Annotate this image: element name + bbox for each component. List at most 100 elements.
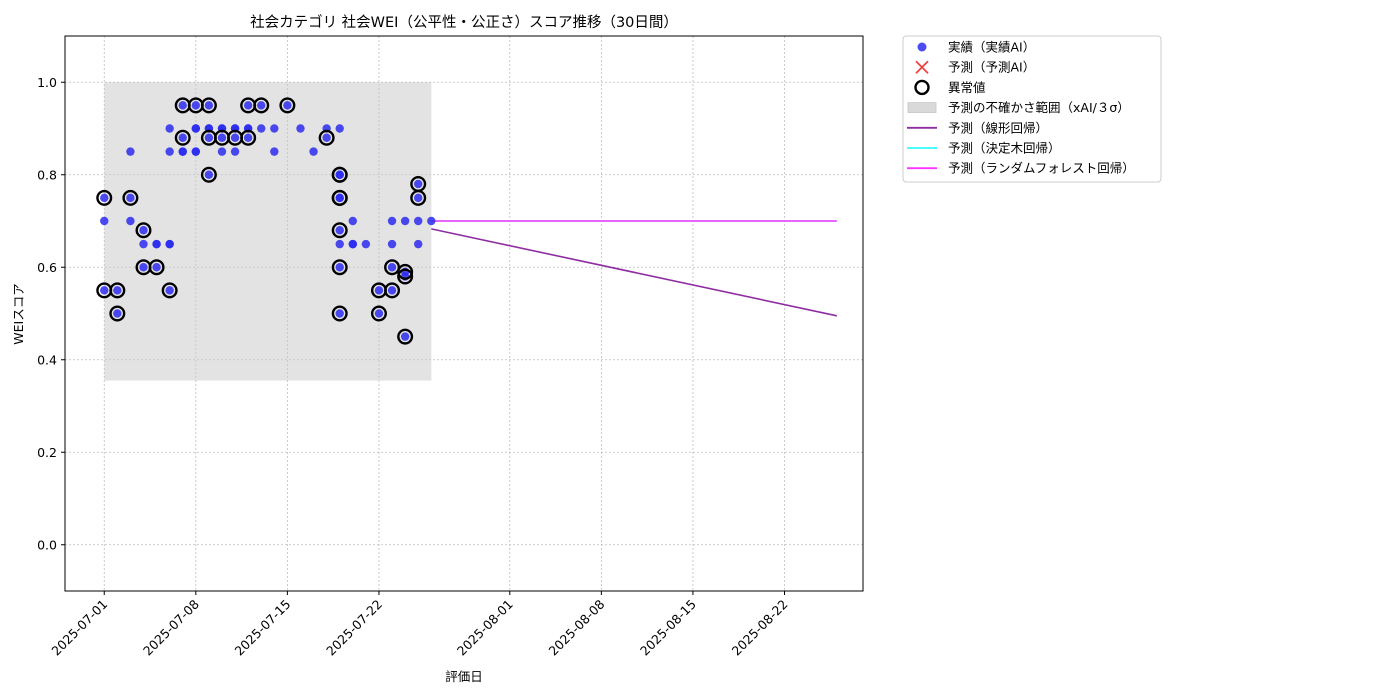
- x-axis-label: 評価日: [445, 669, 483, 684]
- actual-point: [243, 101, 253, 110]
- y-tick-label: 0.8: [37, 167, 57, 182]
- anomaly-ring: [161, 282, 178, 299]
- x-tick-label: 2025-07-01: [48, 597, 110, 659]
- anomaly-ring: [148, 259, 165, 276]
- actual-point: [283, 101, 292, 110]
- anomaly-ring: [200, 166, 217, 183]
- anomaly-ring: [370, 305, 387, 322]
- actual-point: [100, 216, 109, 226]
- anomaly-ring: [331, 166, 348, 183]
- actual-point: [204, 133, 214, 142]
- actual-point: [400, 216, 410, 226]
- y-tick-label: 1.0: [37, 75, 57, 90]
- legend-label: 予測（ランダムフォレスト回帰）: [948, 161, 1135, 176]
- uncertainty-band-layer: [104, 82, 432, 381]
- actual-point: [374, 286, 384, 295]
- anomaly-ring: [279, 97, 296, 114]
- actual-point: [191, 147, 201, 156]
- actual-point: [165, 239, 174, 249]
- anomaly-ring: [318, 129, 335, 146]
- actual-point: [204, 101, 214, 110]
- actual-point: [230, 147, 240, 156]
- actual-point: [217, 147, 227, 156]
- anomaly-ring: [200, 97, 217, 114]
- legend-label: 予測（予測AI）: [948, 60, 1035, 75]
- actual-point: [387, 216, 397, 226]
- actual-point: [152, 263, 161, 272]
- actual-point: [387, 239, 397, 249]
- x-tick-label: 2025-08-15: [637, 597, 699, 659]
- legend-label: 予測（決定木回帰）: [948, 141, 1061, 156]
- plot-frame: [64, 35, 864, 592]
- actual-point: [139, 263, 148, 272]
- anomaly-ring: [109, 282, 126, 299]
- anomaly-ring: [410, 175, 427, 192]
- actual-point: [178, 133, 187, 142]
- uncertainty-band: [104, 82, 432, 381]
- actual-point: [400, 332, 410, 341]
- anomaly-ring: [135, 222, 152, 239]
- anomaly-ring: [331, 189, 348, 206]
- anomaly-ring: [253, 97, 270, 114]
- anomaly-ring: [240, 129, 257, 146]
- actual-point: [113, 286, 122, 295]
- actual-point: [126, 147, 135, 156]
- y-axis-label: WEIスコア: [11, 283, 26, 344]
- x-tick-label: 2025-08-22: [729, 597, 791, 659]
- actual-point: [191, 101, 201, 110]
- actual-point: [414, 239, 423, 249]
- y-tick-label: 0.4: [37, 352, 57, 367]
- legend-label: 異常値: [948, 80, 986, 95]
- actual-point: [335, 170, 344, 179]
- x-tick-label: 2025-07-22: [323, 597, 385, 659]
- actual-point: [427, 216, 436, 226]
- actual-point: [152, 239, 161, 249]
- actual-point: [178, 101, 187, 110]
- actual-point: [387, 286, 397, 295]
- y-tick-label: 0.0: [37, 537, 57, 552]
- legend-label: 実績（実績AI）: [948, 40, 1035, 55]
- actual-point: [139, 226, 148, 235]
- actual-point: [309, 147, 318, 156]
- actual-point: [243, 133, 253, 142]
- actual-point: [335, 309, 344, 318]
- actual-point: [374, 309, 384, 318]
- anomaly-ring: [122, 189, 139, 206]
- forecast-line: [431, 228, 838, 317]
- anomaly-ring: [109, 305, 126, 322]
- actual-point: [191, 124, 201, 133]
- anomaly-ring: [397, 328, 414, 345]
- actual-point: [387, 263, 397, 272]
- actual-point: [414, 179, 423, 189]
- actual-point: [361, 239, 371, 249]
- legend-cross-marker: [915, 60, 929, 74]
- x-tick-label: 2025-08-08: [545, 596, 607, 658]
- forecast-lines-layer: [431, 220, 838, 317]
- legend-box: [902, 35, 1162, 183]
- chart-title: 社会カテゴリ 社会WEI（公平性・公正さ）スコア推移（30日間）: [250, 13, 678, 31]
- anomaly-ring: [397, 263, 414, 280]
- actual-point: [100, 193, 109, 203]
- actual-point: [414, 193, 423, 203]
- actual-point: [257, 101, 266, 110]
- actual-point: [335, 226, 344, 235]
- x-tick-label: 2025-07-15: [232, 597, 294, 659]
- x-tick-label: 2025-08-01: [454, 597, 516, 659]
- actual-point: [348, 216, 358, 226]
- y-tick-label: 0.6: [37, 260, 57, 275]
- anomaly-ring: [331, 259, 348, 276]
- actual-point: [270, 124, 279, 133]
- actual-point: [204, 170, 214, 179]
- x-axis-ticks: 2025-07-01 2025-07-08 2025-07-15 2025-07-22…: [48, 591, 791, 659]
- legend-label: 予測の不確かさ範囲（xAI/３σ）: [948, 100, 1130, 115]
- anomaly-ring: [331, 305, 348, 322]
- actual-point: [113, 309, 122, 318]
- legend-dot-marker: [917, 42, 927, 52]
- actual-point: [335, 263, 344, 272]
- anomaly-ring: [384, 282, 401, 299]
- x-tick-label: 2025-07-08: [140, 596, 202, 658]
- actual-point: [414, 216, 423, 226]
- y-tick-label: 0.2: [37, 445, 57, 460]
